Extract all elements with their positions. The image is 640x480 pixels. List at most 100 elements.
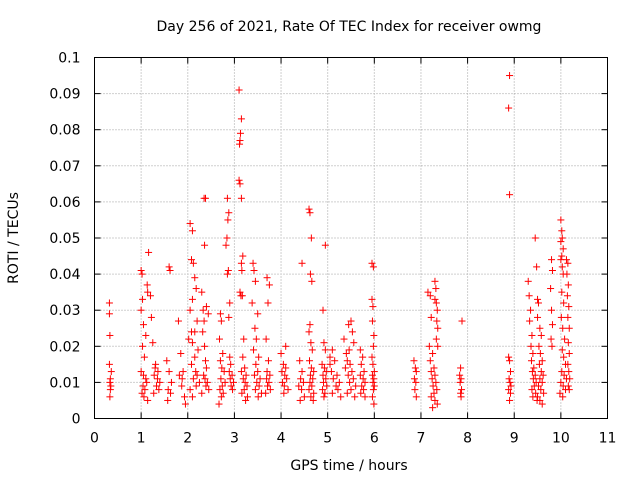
data-point <box>431 396 439 404</box>
data-point <box>216 357 224 365</box>
data-point <box>531 234 539 242</box>
data-point <box>559 324 567 332</box>
data-point <box>506 191 514 199</box>
data-point <box>429 382 437 390</box>
data-point <box>432 299 440 307</box>
data-point <box>527 306 535 314</box>
data-point <box>319 378 327 386</box>
data-point <box>431 371 439 379</box>
y-axis-label: ROTI / TECUs <box>6 192 22 284</box>
data-point <box>361 393 369 401</box>
data-point <box>282 342 290 350</box>
data-point <box>524 277 532 285</box>
data-point <box>527 342 535 350</box>
data-point <box>167 389 175 397</box>
data-point <box>506 368 514 376</box>
data-point <box>137 266 145 274</box>
data-point <box>349 375 357 383</box>
data-point <box>558 252 566 260</box>
data-point <box>142 331 150 339</box>
data-point <box>343 389 351 397</box>
data-point <box>243 382 251 390</box>
data-point <box>186 386 194 394</box>
data-point <box>505 104 513 112</box>
data-point <box>370 375 378 383</box>
data-point <box>309 375 317 383</box>
data-point <box>424 288 432 296</box>
data-point <box>434 324 442 332</box>
data-point <box>563 270 571 278</box>
data-point <box>280 382 288 390</box>
data-point <box>105 310 113 318</box>
data-point <box>534 313 542 321</box>
data-point <box>560 353 568 361</box>
x-tick-label: 5 <box>323 431 332 447</box>
data-point <box>370 400 378 408</box>
data-point <box>427 393 435 401</box>
data-point <box>352 382 360 390</box>
data-point <box>433 306 441 314</box>
data-point <box>223 234 231 242</box>
data-point <box>506 389 514 397</box>
data-point <box>138 389 146 397</box>
data-point <box>319 371 327 379</box>
data-point <box>226 353 234 361</box>
y-tick-label: 0.01 <box>49 375 80 391</box>
data-point <box>229 378 237 386</box>
data-point <box>533 263 541 271</box>
data-point <box>106 393 114 401</box>
data-point <box>139 342 147 350</box>
data-point <box>189 375 197 383</box>
data-point <box>263 368 271 376</box>
data-point <box>557 313 565 321</box>
data-point <box>563 292 571 300</box>
data-point <box>368 259 376 267</box>
data-point <box>532 378 540 386</box>
data-point <box>200 371 208 379</box>
data-point <box>236 140 244 148</box>
data-point <box>536 375 544 383</box>
data-point <box>565 324 573 332</box>
data-point <box>191 274 199 282</box>
data-point <box>528 331 536 339</box>
data-point <box>347 386 355 394</box>
data-point <box>219 389 227 397</box>
data-point <box>137 306 145 314</box>
data-point <box>322 375 330 383</box>
data-point <box>565 368 573 376</box>
data-point <box>139 371 147 379</box>
data-point <box>561 335 569 343</box>
data-point <box>239 353 247 361</box>
data-point <box>105 360 113 368</box>
data-point <box>139 382 147 390</box>
data-point <box>156 378 164 386</box>
data-point <box>427 313 435 321</box>
data-point <box>254 393 262 401</box>
data-point <box>410 375 418 383</box>
data-point <box>529 375 537 383</box>
data-point <box>369 342 377 350</box>
data-point <box>236 288 244 296</box>
data-point <box>204 310 212 318</box>
data-point <box>144 396 152 404</box>
data-point <box>370 382 378 390</box>
data-point <box>368 353 376 361</box>
data-point <box>537 386 545 394</box>
data-point <box>309 396 317 404</box>
y-tick-label: 0.1 <box>58 51 80 67</box>
data-point <box>266 371 274 379</box>
data-point <box>431 295 439 303</box>
data-point <box>319 306 327 314</box>
data-point <box>559 245 567 253</box>
data-point <box>329 375 337 383</box>
data-point <box>107 368 115 376</box>
data-point <box>558 368 566 376</box>
data-point <box>265 281 273 289</box>
data-point <box>139 321 147 329</box>
data-point <box>345 346 353 354</box>
data-point <box>536 324 544 332</box>
data-point <box>264 357 272 365</box>
data-point <box>202 382 210 390</box>
data-point <box>263 274 271 282</box>
data-point <box>201 241 209 249</box>
